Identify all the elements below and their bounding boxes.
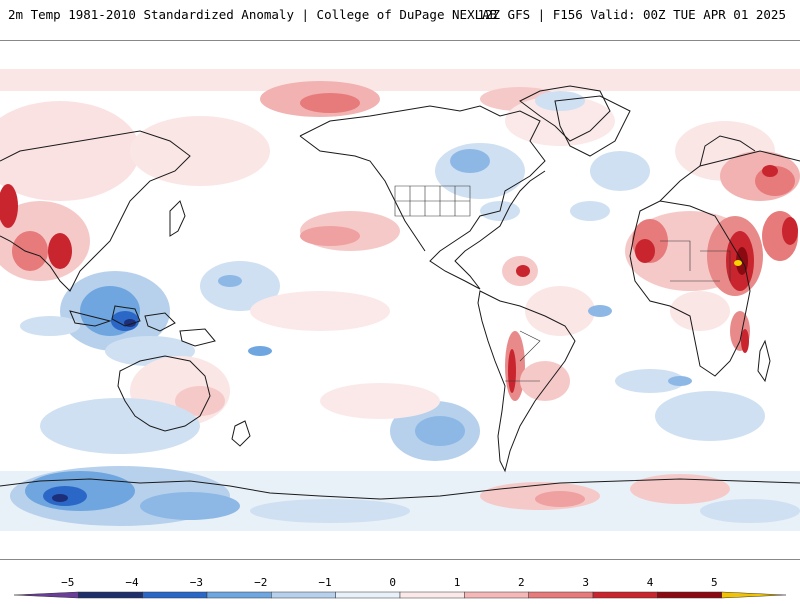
colorbar-tick-label: 1	[454, 576, 461, 589]
colorbar-tick-label: −2	[254, 576, 267, 589]
colorbar-bin	[657, 591, 722, 599]
colorbar: −5 −4 −3 −2 −1 0 1 2 3 4 5	[0, 560, 800, 600]
colorbar-svg: −5 −4 −3 −2 −1 0 1 2 3 4 5	[13, 576, 787, 599]
colorbar-bin	[271, 591, 336, 599]
country-borders	[394, 185, 731, 382]
colorbar-bin	[528, 591, 594, 599]
colorbar-bin	[399, 591, 465, 599]
colorbar-bin	[592, 591, 658, 599]
map-canvas	[0, 69, 800, 531]
colorbar-bin	[721, 591, 787, 599]
run-info: 12Z GFS | F156 Valid: 00Z TUE APR 01 202…	[477, 7, 786, 22]
colorbar-bin	[78, 591, 143, 599]
colorbar-tick-label: 4	[647, 576, 654, 589]
header-bar: 2m Temp 1981-2010 Standardized Anomaly |…	[0, 0, 800, 30]
colorbar-tick-label: −3	[190, 576, 203, 589]
colorbar-bin	[13, 591, 79, 599]
coastlines	[0, 85, 800, 500]
anomaly-shading	[0, 69, 800, 531]
colorbar-bin	[206, 591, 272, 599]
colorbar-tick-label: 3	[582, 576, 589, 589]
colorbar-tick-label: 0	[389, 576, 396, 589]
colorbar-tick-label: 5	[711, 576, 718, 589]
colorbar-tick-label: 2	[518, 576, 525, 589]
anomaly-map[interactable]	[0, 40, 800, 560]
colorbar-bin	[142, 591, 208, 599]
colorbar-bin	[335, 591, 401, 599]
colorbar-tick-label: −4	[125, 576, 139, 589]
map-title: 2m Temp 1981-2010 Standardized Anomaly |…	[8, 7, 498, 22]
colorbar-tick-label: −1	[318, 576, 331, 589]
colorbar-bin	[464, 591, 529, 599]
colorbar-tick-label: −5	[61, 576, 74, 589]
